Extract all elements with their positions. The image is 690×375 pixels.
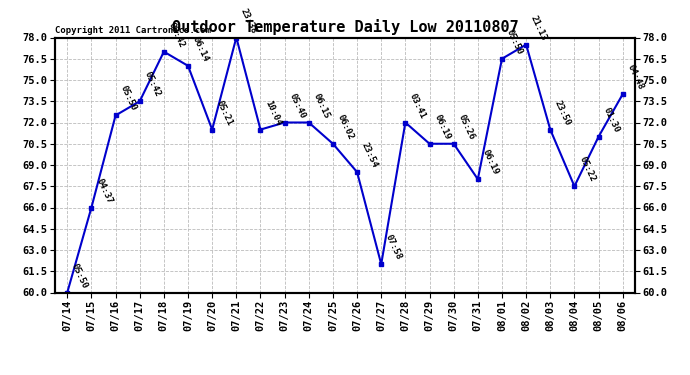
Text: 06:02: 06:02 (336, 113, 355, 141)
Text: 23:50: 23:50 (553, 99, 573, 127)
Text: 21:13: 21:13 (529, 13, 549, 42)
Text: 07:58: 07:58 (384, 233, 404, 261)
Text: 04:37: 04:37 (95, 177, 114, 205)
Text: 23:54: 23:54 (360, 141, 380, 169)
Text: 05:40: 05:40 (288, 92, 307, 120)
Text: 05:22: 05:22 (578, 155, 597, 183)
Title: Outdoor Temperature Daily Low 20110807: Outdoor Temperature Daily Low 20110807 (172, 19, 518, 35)
Text: 06:19: 06:19 (481, 148, 500, 176)
Text: 05:50: 05:50 (70, 261, 90, 290)
Text: 05:50: 05:50 (119, 84, 138, 112)
Text: 05:26: 05:26 (457, 113, 476, 141)
Text: 23:38: 23:38 (239, 6, 259, 35)
Text: 05:42: 05:42 (167, 21, 186, 49)
Text: 06:15: 06:15 (312, 92, 331, 120)
Text: 05:50: 05:50 (505, 28, 524, 56)
Text: Copyright 2011 Cartronics.com: Copyright 2011 Cartronics.com (55, 26, 211, 35)
Text: 01:30: 01:30 (602, 106, 621, 134)
Text: 04:48: 04:48 (626, 63, 645, 92)
Text: 03:41: 03:41 (408, 92, 428, 120)
Text: 10:04: 10:04 (264, 99, 283, 127)
Text: 05:21: 05:21 (215, 99, 235, 127)
Text: 05:42: 05:42 (143, 70, 162, 99)
Text: 06:14: 06:14 (191, 35, 210, 63)
Text: 06:19: 06:19 (433, 113, 452, 141)
